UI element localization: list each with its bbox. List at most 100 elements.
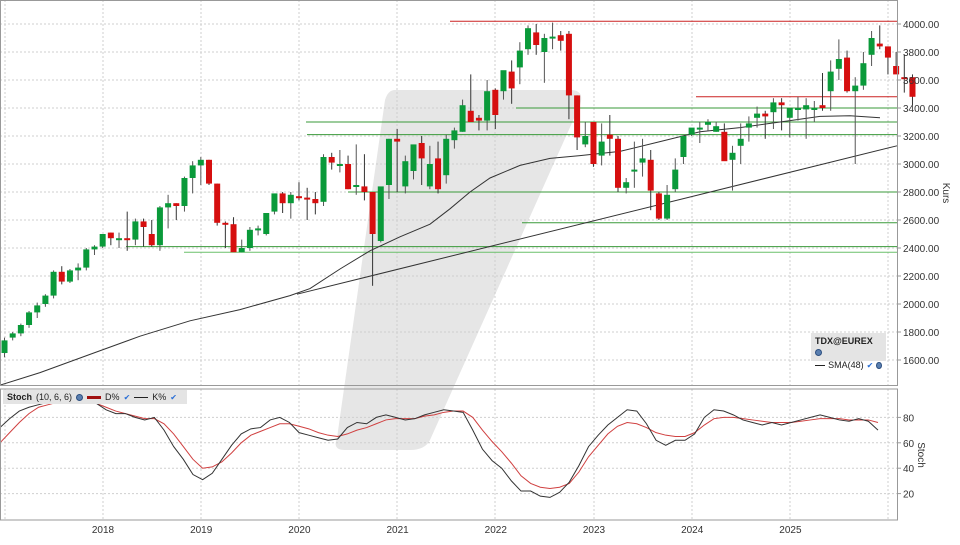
candle (647, 150, 654, 211)
candle (99, 234, 106, 248)
svg-text:2023: 2023 (583, 525, 606, 536)
candle (9, 332, 16, 341)
candle (328, 152, 335, 170)
candle (655, 192, 662, 220)
candle (459, 99, 466, 132)
svg-text:3600.00: 3600.00 (903, 76, 940, 87)
sma-line (0, 115, 881, 386)
candle (140, 218, 147, 247)
legend-stoch-params: (10, 6, 6) (36, 392, 73, 402)
candle (615, 136, 621, 192)
d-swatch-icon (87, 395, 102, 399)
svg-text:2022: 2022 (485, 525, 508, 536)
candle (353, 144, 360, 195)
candle (541, 33, 548, 83)
svg-text:4000.00: 4000.00 (903, 20, 940, 31)
candle (1, 337, 8, 358)
svg-text:3800.00: 3800.00 (903, 48, 940, 59)
svg-text:1600.00: 1600.00 (903, 356, 940, 367)
candle (860, 52, 867, 90)
candle (590, 122, 597, 167)
candle (222, 221, 229, 248)
candle (901, 54, 908, 93)
svg-text:2019: 2019 (190, 525, 213, 536)
kurs-axis-label: Kurs (940, 183, 951, 204)
candle (737, 123, 744, 164)
candle (156, 206, 163, 251)
candle (680, 136, 687, 164)
candle (17, 323, 24, 337)
checkbox-icon[interactable]: ✔ (123, 392, 131, 402)
candle (639, 138, 646, 177)
candle (271, 193, 278, 215)
candle (295, 182, 302, 201)
candle (255, 225, 262, 236)
candle (827, 60, 834, 111)
candle (598, 123, 605, 166)
candle (623, 178, 630, 194)
candle (91, 245, 98, 255)
candle (492, 88, 499, 129)
candle (745, 116, 752, 142)
stoch-grid (0, 389, 897, 520)
svg-text:60: 60 (903, 439, 915, 450)
candle (377, 186, 384, 243)
candle (435, 141, 442, 194)
candle (443, 134, 450, 184)
legend-instrument: TDX@EUREX (815, 336, 873, 346)
legend-k: K% (152, 392, 167, 402)
candlestick-series (1, 22, 916, 358)
candle (786, 108, 793, 138)
candle (263, 213, 270, 236)
checkbox-icon[interactable]: ✔ (866, 361, 874, 370)
candle (574, 95, 581, 150)
candle (279, 192, 286, 213)
y-axis-kurs: 1600.00 1800.00 2000.00 2200.00 2400.00 2600.… (897, 20, 940, 367)
candle (189, 161, 196, 194)
candle (803, 98, 810, 139)
candle (385, 138, 392, 199)
candle (525, 25, 532, 55)
stoch-legend[interactable]: Stoch (10, 6, 6) D% ✔ K% ✔ (3, 390, 187, 404)
candle (835, 39, 842, 80)
settings-icon[interactable] (76, 393, 84, 401)
candle (50, 270, 57, 299)
svg-text:3200.00: 3200.00 (903, 132, 940, 143)
legend-stoch-title: Stoch (7, 392, 33, 402)
svg-text:40: 40 (903, 464, 915, 475)
candle (729, 145, 736, 191)
candle (713, 122, 720, 132)
k-swatch-icon (134, 396, 149, 398)
candle (206, 159, 212, 185)
candle (148, 220, 155, 247)
candle (426, 145, 433, 190)
candle (664, 185, 671, 220)
candle (704, 119, 711, 131)
candle (533, 24, 540, 55)
trendline (296, 145, 898, 295)
checkbox-icon[interactable]: ✔ (170, 392, 177, 402)
settings-icon[interactable] (876, 362, 882, 369)
candle (484, 80, 491, 131)
sma-swatch-icon (815, 365, 826, 366)
candle (181, 176, 188, 212)
svg-text:2600.00: 2600.00 (903, 216, 940, 227)
candle (467, 74, 474, 122)
candle (197, 157, 204, 185)
svg-text:2024: 2024 (681, 525, 704, 536)
candle (811, 101, 818, 122)
candle (876, 25, 883, 50)
candle (238, 239, 245, 253)
settings-icon[interactable] (815, 349, 822, 356)
candle (582, 122, 589, 148)
candle (336, 150, 343, 173)
svg-text:1800.00: 1800.00 (903, 328, 940, 339)
svg-text:2021: 2021 (386, 525, 409, 536)
candle (107, 232, 114, 246)
candle (508, 60, 515, 104)
candle (451, 127, 458, 149)
candle (418, 136, 425, 185)
main-legend[interactable]: TDX@EUREX SMA(48) ✔ (811, 333, 886, 370)
